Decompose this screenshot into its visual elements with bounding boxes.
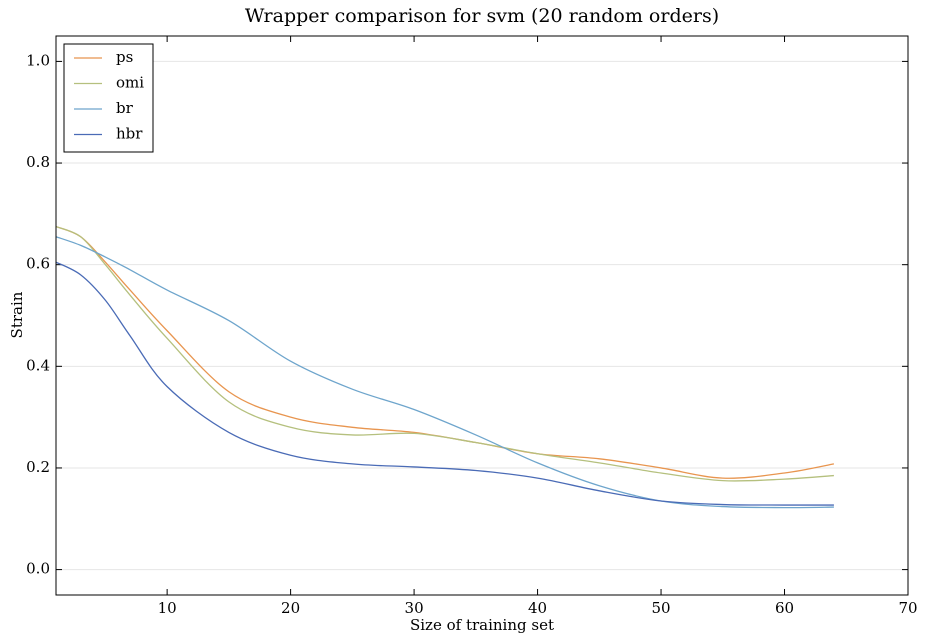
x-tick-label: 60: [775, 599, 794, 617]
legend-label: omi: [116, 74, 144, 92]
y-tick-label: 0.8: [26, 153, 50, 171]
x-tick-label: 70: [898, 599, 917, 617]
series-line: [55, 225, 835, 479]
legend-label: br: [116, 99, 134, 117]
series-line: [55, 225, 834, 482]
legend-label: hbr: [116, 125, 143, 143]
y-tick-label: 0.6: [26, 255, 50, 273]
series-line: [55, 261, 834, 506]
y-tick-label: 1.0: [26, 51, 50, 69]
y-tick-label: 0.4: [26, 356, 50, 374]
x-axis-label: Size of training set: [410, 616, 554, 634]
chart-title: Wrapper comparison for svm (20 random or…: [245, 5, 719, 27]
plot-frame: [55, 35, 909, 596]
x-tick-label: 20: [281, 599, 300, 617]
y-axis-label: Strain: [8, 291, 26, 338]
legend-label: ps: [116, 48, 133, 66]
x-tick-label: 50: [651, 599, 670, 617]
x-tick-label: 10: [158, 599, 177, 617]
x-tick-label: 40: [528, 599, 547, 617]
x-tick-label: 30: [405, 599, 424, 617]
series-line: [55, 236, 834, 509]
y-tick-label: 0.2: [26, 458, 50, 476]
y-tick-label: 0.0: [26, 560, 50, 578]
